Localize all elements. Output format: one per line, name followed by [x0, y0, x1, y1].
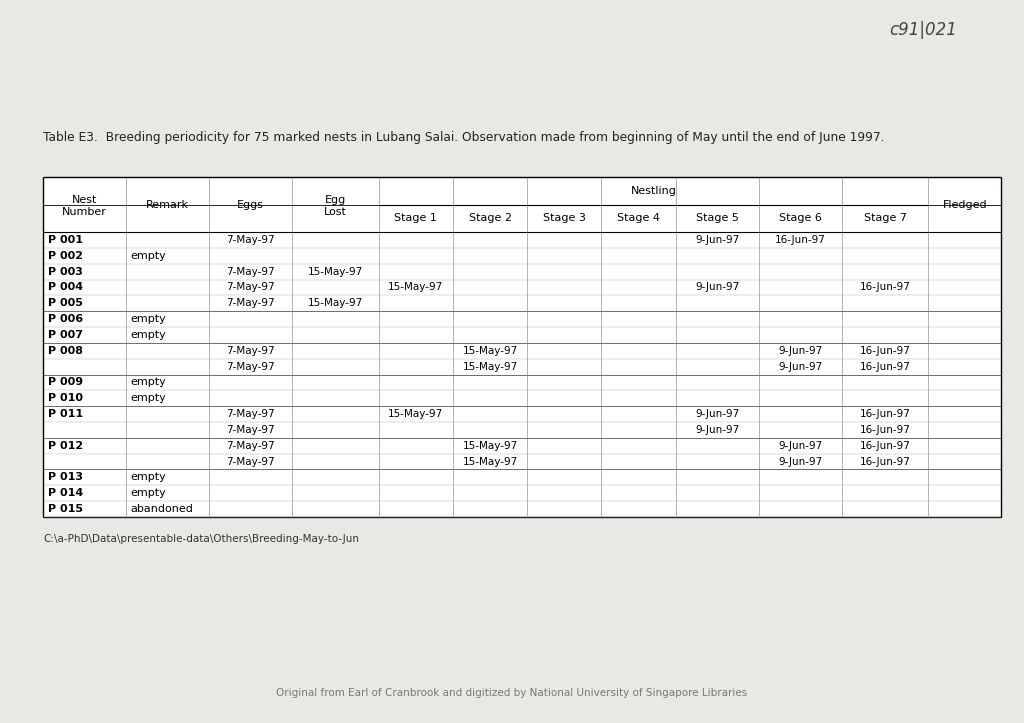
Text: empty: empty — [130, 330, 166, 340]
Text: 16-Jun-97: 16-Jun-97 — [860, 456, 910, 466]
Text: empty: empty — [130, 377, 166, 388]
Text: c91|021: c91|021 — [889, 22, 956, 39]
Text: 7-May-97: 7-May-97 — [226, 456, 275, 466]
Text: 9-Jun-97: 9-Jun-97 — [778, 456, 822, 466]
Text: empty: empty — [130, 393, 166, 403]
Text: Stage 1: Stage 1 — [394, 213, 437, 223]
Text: P 002: P 002 — [48, 251, 83, 261]
Text: empty: empty — [130, 488, 166, 498]
Text: P 010: P 010 — [48, 393, 83, 403]
Text: 7-May-97: 7-May-97 — [226, 299, 275, 308]
Text: P 005: P 005 — [48, 299, 83, 308]
Text: P 001: P 001 — [48, 235, 83, 245]
Text: Fledged: Fledged — [943, 200, 987, 210]
Text: P 013: P 013 — [48, 472, 83, 482]
Text: P 015: P 015 — [48, 504, 83, 514]
Text: 15-May-97: 15-May-97 — [388, 409, 443, 419]
Text: 15-May-97: 15-May-97 — [463, 456, 518, 466]
Text: Stage 2: Stage 2 — [469, 213, 512, 223]
Text: 9-Jun-97: 9-Jun-97 — [695, 409, 739, 419]
Text: 15-May-97: 15-May-97 — [308, 267, 364, 277]
Text: Nestling: Nestling — [631, 186, 677, 196]
Text: 7-May-97: 7-May-97 — [226, 441, 275, 450]
Text: Stage 6: Stage 6 — [779, 213, 822, 223]
Text: empty: empty — [130, 472, 166, 482]
Text: P 006: P 006 — [48, 314, 83, 324]
Text: 16-Jun-97: 16-Jun-97 — [860, 283, 910, 293]
Text: 9-Jun-97: 9-Jun-97 — [778, 441, 822, 450]
Text: P 014: P 014 — [48, 488, 83, 498]
Text: 7-May-97: 7-May-97 — [226, 409, 275, 419]
Text: C:\a-PhD\Data\presentable-data\Others\Breeding-May-to-Jun: C:\a-PhD\Data\presentable-data\Others\Br… — [43, 534, 359, 544]
Text: 9-Jun-97: 9-Jun-97 — [695, 235, 739, 245]
Text: 7-May-97: 7-May-97 — [226, 267, 275, 277]
Text: 16-Jun-97: 16-Jun-97 — [860, 346, 910, 356]
Text: P 011: P 011 — [48, 409, 83, 419]
Text: 16-Jun-97: 16-Jun-97 — [775, 235, 825, 245]
Text: P 007: P 007 — [48, 330, 83, 340]
Text: 7-May-97: 7-May-97 — [226, 235, 275, 245]
Text: P 009: P 009 — [48, 377, 83, 388]
Text: Stage 7: Stage 7 — [863, 213, 906, 223]
Text: P 004: P 004 — [48, 283, 83, 293]
Text: 16-Jun-97: 16-Jun-97 — [860, 441, 910, 450]
Text: Lost: Lost — [324, 207, 347, 217]
Text: Nest: Nest — [72, 195, 97, 205]
Text: P 008: P 008 — [48, 346, 83, 356]
Text: 15-May-97: 15-May-97 — [308, 299, 364, 308]
Text: 15-May-97: 15-May-97 — [463, 441, 518, 450]
Text: Number: Number — [62, 207, 106, 217]
Text: 16-Jun-97: 16-Jun-97 — [860, 362, 910, 372]
Text: 15-May-97: 15-May-97 — [463, 346, 518, 356]
Text: 7-May-97: 7-May-97 — [226, 346, 275, 356]
Text: 15-May-97: 15-May-97 — [388, 283, 443, 293]
Text: 7-May-97: 7-May-97 — [226, 425, 275, 435]
Text: 16-Jun-97: 16-Jun-97 — [860, 409, 910, 419]
Text: Stage 4: Stage 4 — [617, 213, 660, 223]
Text: 9-Jun-97: 9-Jun-97 — [695, 425, 739, 435]
Text: Table E3.  Breeding periodicity for 75 marked nests in Lubang Salai. Observation: Table E3. Breeding periodicity for 75 ma… — [43, 131, 885, 144]
Text: 16-Jun-97: 16-Jun-97 — [860, 425, 910, 435]
Text: 15-May-97: 15-May-97 — [463, 362, 518, 372]
Text: Stage 3: Stage 3 — [543, 213, 586, 223]
Text: Stage 5: Stage 5 — [696, 213, 738, 223]
Text: Original from Earl of Cranbrook and digitized by National University of Singapor: Original from Earl of Cranbrook and digi… — [276, 688, 748, 698]
Text: abandoned: abandoned — [130, 504, 194, 514]
Text: empty: empty — [130, 314, 166, 324]
Text: Egg: Egg — [325, 195, 346, 205]
Text: 7-May-97: 7-May-97 — [226, 362, 275, 372]
Text: P 012: P 012 — [48, 441, 83, 450]
Text: empty: empty — [130, 251, 166, 261]
Text: 9-Jun-97: 9-Jun-97 — [778, 362, 822, 372]
Text: 9-Jun-97: 9-Jun-97 — [778, 346, 822, 356]
Text: Eggs: Eggs — [238, 200, 264, 210]
Text: 9-Jun-97: 9-Jun-97 — [695, 283, 739, 293]
Text: 7-May-97: 7-May-97 — [226, 283, 275, 293]
Text: P 003: P 003 — [48, 267, 83, 277]
Text: Remark: Remark — [146, 200, 189, 210]
